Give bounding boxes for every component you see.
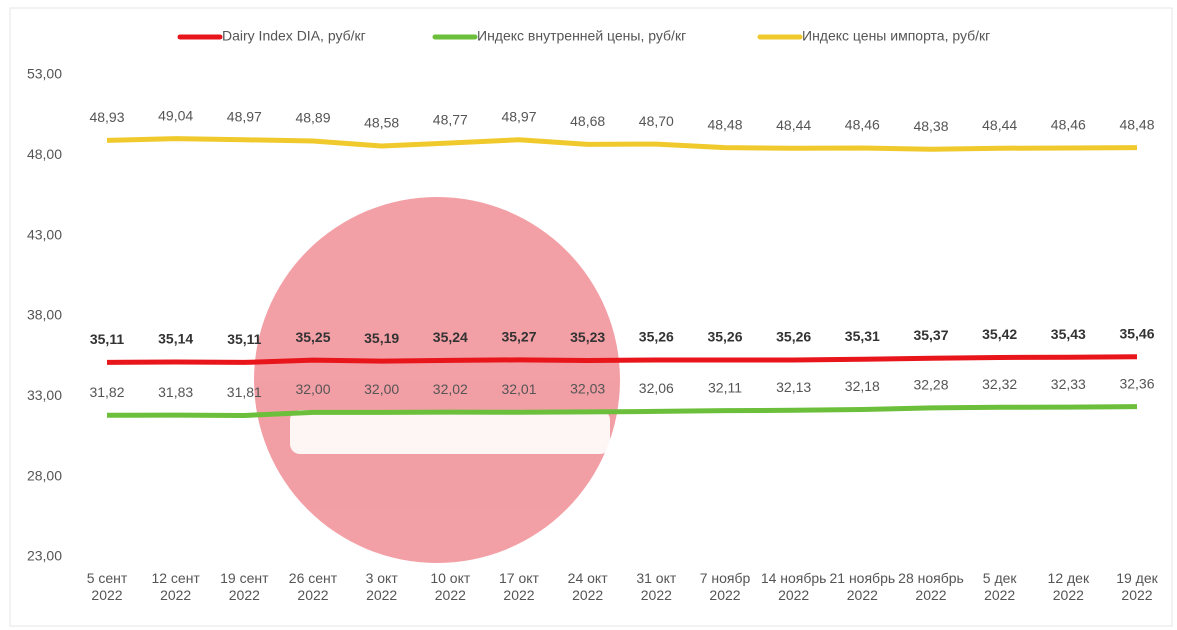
data-label: 32,03 [570,381,605,397]
y-tick-label: 23,00 [27,548,62,564]
x-tick-label: 7 ноябр 2022 [699,570,751,603]
y-tick-label: 53,00 [27,66,62,82]
data-label: 48,44 [776,117,811,133]
data-label: 35,24 [433,329,468,345]
chart-frame [9,7,1173,627]
data-label: 48,46 [1051,117,1086,133]
data-label: 32,28 [913,377,948,393]
data-label: 35,27 [501,329,536,345]
data-label: 32,11 [708,379,742,395]
data-label: 35,11 [90,331,124,347]
data-label: 32,33 [1051,376,1086,392]
data-label: 32,36 [1119,375,1154,391]
y-tick-label: 48,00 [27,146,62,162]
legend-label: Индекс внутренней цены, руб/кг [477,28,686,44]
x-tick-label: 28 ноябрь 2022 [898,570,964,603]
data-label: 35,37 [913,327,948,343]
data-label: 32,13 [776,379,811,395]
data-label: 31,83 [158,384,193,400]
data-label: 32,00 [295,381,330,397]
data-label: 48,77 [433,112,468,128]
y-tick-label: 28,00 [27,467,62,483]
data-label: 35,19 [364,330,399,346]
x-tick-label: 10 окт 2022 [430,570,471,603]
data-label: 32,00 [364,381,399,397]
data-label: 32,02 [433,381,468,397]
series-line [106,136,1138,152]
y-tick-label: 38,00 [27,307,62,323]
data-label: 32,32 [982,376,1017,392]
data-label: 31,81 [227,384,262,400]
data-label: 35,11 [227,331,261,347]
x-tick-label: 19 дек 2022 [1116,570,1158,603]
data-label: 32,18 [845,378,880,394]
series-line [106,404,1138,418]
x-tick-label: 31 окт 2022 [636,570,677,603]
data-label: 48,44 [982,117,1017,133]
data-label: 48,93 [89,109,124,125]
x-tick-label: 26 сент 2022 [288,570,338,603]
data-label: 35,23 [570,329,605,345]
x-tick-label: 24 окт 2022 [567,570,608,603]
x-tick-label: 3 окт 2022 [365,570,398,603]
data-label: 48,38 [913,118,948,134]
data-label: 35,26 [707,329,742,345]
x-tick-label: 14 ноябрь 2022 [760,570,827,603]
data-label: 32,06 [639,380,674,396]
data-label: 48,46 [845,117,880,133]
watermark [254,197,620,563]
y-tick-label: 33,00 [27,387,62,403]
data-label: 35,31 [845,328,880,344]
series-line [106,354,1138,365]
data-label: 32,01 [501,381,536,397]
data-label: 35,26 [776,329,811,345]
data-label: 49,04 [158,107,193,123]
data-label: 48,70 [639,113,674,129]
data-label: 35,42 [982,326,1017,342]
data-label: 48,97 [227,108,262,124]
x-tick-label: 12 сент 2022 [151,570,200,603]
y-tick-label: 43,00 [27,226,62,242]
data-label: 48,68 [570,113,605,129]
x-tick-label: 17 окт 2022 [499,570,539,603]
data-label: 48,89 [295,110,330,126]
data-label: 35,26 [639,329,674,345]
x-tick-label: 5 дек 2022 [982,570,1017,603]
data-label: 35,43 [1051,326,1086,342]
data-label: 48,58 [364,115,399,131]
legend-label: Dairy Index DIA, руб/кг [222,28,366,44]
data-label: 48,48 [1119,116,1154,132]
x-tick-label: 19 сент 2022 [220,570,269,603]
legend-label: Индекс цены импорта, руб/кг [802,28,990,44]
x-tick-label: 12 дек 2022 [1047,570,1090,603]
data-label: 31,82 [89,384,124,400]
data-label: 35,25 [295,329,330,345]
data-label: 48,97 [501,108,536,124]
x-tick-label: 5 сент 2022 [86,570,128,603]
data-label: 35,46 [1119,326,1154,342]
data-label: 35,14 [158,331,193,347]
x-tick-label: 21 ноябрь 2022 [829,570,896,603]
data-label: 48,48 [707,116,742,132]
